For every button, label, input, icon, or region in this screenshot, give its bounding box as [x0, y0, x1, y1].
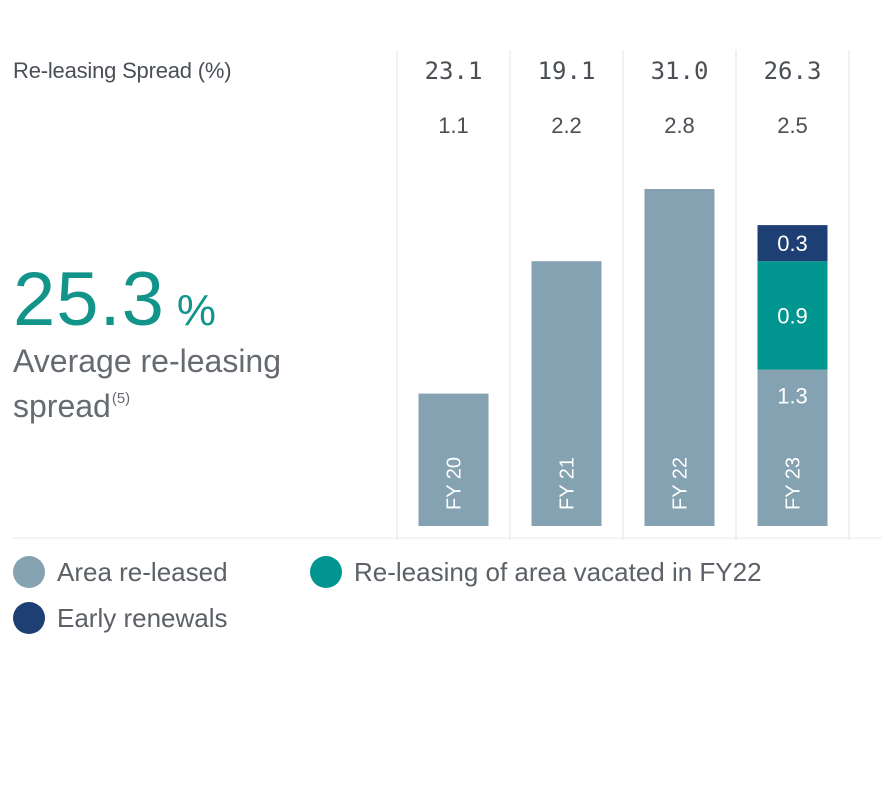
kpi-label-line1: Average re-leasing — [13, 343, 282, 379]
legend-label-area-re-leased: Area re-leased — [57, 556, 228, 587]
bar-fy-23-area-re-leased — [757, 369, 828, 526]
kpi-unit: % — [176, 286, 217, 335]
segment-label-fy-23-re-leasing-of-area-vacated-in-fy22: 0.9 — [777, 303, 808, 328]
bar-fy-23-early-renewals — [757, 225, 828, 262]
value-label-fy-20: 1.1 — [438, 113, 469, 138]
total-label-fy-23: 26.3 — [764, 57, 822, 85]
legend-item-area-re-leased: Area re-leased — [13, 556, 228, 588]
kpi-label: Average re-leasing spread(5) — [13, 342, 353, 425]
category-label-fy-23: FY 23 — [783, 457, 805, 510]
category-label-fy-21: FY 21 — [557, 457, 579, 510]
value-label-fy-22: 2.8 — [664, 113, 695, 138]
legend-label-vacated: Re-leasing of area vacated in FY22 — [354, 556, 762, 587]
legend-swatch-early-renewals — [13, 602, 45, 634]
legend-swatch-vacated — [310, 556, 342, 588]
chart-title: Re-leasing Spread (%) — [13, 58, 232, 83]
value-label-fy-23: 2.5 — [777, 113, 808, 138]
legend-swatch-area-re-leased — [13, 556, 45, 588]
bar-fy-20-area-re-leased — [418, 393, 489, 526]
value-label-fy-21: 2.2 — [551, 113, 582, 138]
total-label-fy-21: 19.1 — [538, 57, 596, 85]
legend-item-early-renewals: Early renewals — [13, 602, 228, 634]
legend-item-vacated: Re-leasing of area vacated in FY22 — [310, 556, 762, 588]
bar-fy-23-re-leasing-of-area-vacated-in-fy22 — [757, 261, 828, 370]
kpi-value: 25.3% — [13, 262, 216, 338]
bar-fy-22-area-re-leased — [644, 189, 715, 526]
category-label-fy-22: FY 22 — [670, 457, 692, 510]
kpi-label-line2: spread — [13, 388, 111, 424]
kpi-footnote: (5) — [111, 390, 131, 407]
legend-label-early-renewals: Early renewals — [57, 602, 228, 633]
total-label-fy-22: 31.0 — [651, 57, 709, 85]
category-label-fy-20: FY 20 — [444, 457, 466, 510]
total-label-fy-20: 23.1 — [425, 57, 483, 85]
bar-fy-21-area-re-leased — [531, 261, 602, 526]
kpi-number: 25.3 — [13, 257, 165, 342]
segment-label-fy-23-early-renewals: 0.3 — [777, 231, 808, 256]
segment-label-fy-23-area-re-leased: 1.3 — [777, 384, 808, 409]
